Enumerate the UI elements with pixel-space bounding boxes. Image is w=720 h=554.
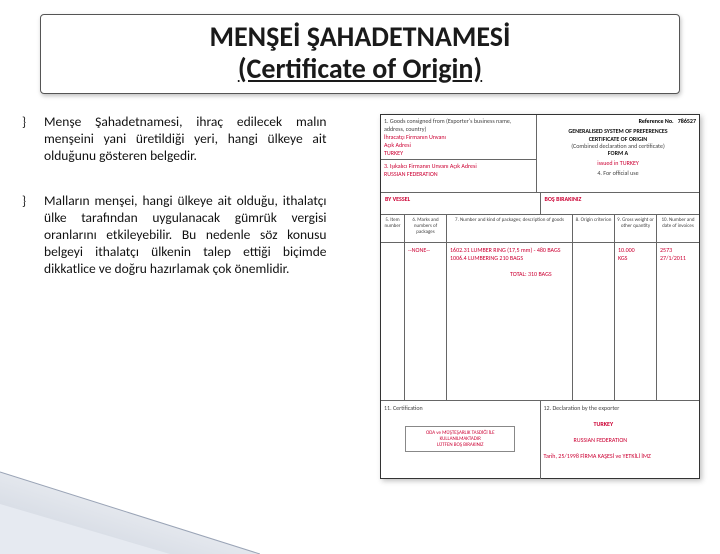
dest-box: BOŞ BIRAKINIZ bbox=[541, 193, 700, 214]
title-box: MENŞEİ ŞAHADETNAMESİ (Certificate of Ori… bbox=[40, 14, 680, 94]
tb-marks: --NONE-- bbox=[405, 243, 447, 400]
reference-number: 786527 bbox=[678, 117, 696, 125]
bullet-mark-2: } bbox=[22, 193, 34, 277]
text-column: } Menşe Şahadetnamesi, ihraç edilecek ma… bbox=[22, 114, 327, 479]
form-top: 1. Goods consigned from (Exporter's busi… bbox=[381, 115, 699, 193]
consignee-label: 3. Işıkalıcı Firmanın Unvanı Açık Adresi bbox=[384, 162, 477, 170]
decl-country: TURKEY bbox=[594, 420, 614, 428]
declaration-box: 12. Declaration by the exporter TURKEY R… bbox=[541, 401, 700, 479]
bullet-mark-1: } bbox=[22, 114, 34, 165]
form-mid: BY VESSEL BOŞ BIRAKINIZ bbox=[381, 193, 699, 215]
inv-1: 2573 bbox=[660, 246, 672, 254]
form-top-left: 1. Goods consigned from (Exporter's busi… bbox=[381, 115, 537, 192]
decl-stamp: Tarih, 25/1998 FİRMA KAŞESİ ve YETKİLİ İ… bbox=[544, 452, 651, 460]
desc-line-2: 1006.4 LUMBERING 210 BAGS bbox=[450, 254, 523, 262]
certificate-form: 1. Goods consigned from (Exporter's busi… bbox=[380, 114, 700, 479]
th-desc: 7. Number and kind of packages; descript… bbox=[447, 215, 573, 242]
exporter-label: 1. Goods consigned from (Exporter's busi… bbox=[384, 117, 511, 133]
tb-item bbox=[381, 243, 405, 400]
stamp-line-3: LÜTFEN BOŞ BIRAKINIZ bbox=[437, 442, 483, 448]
exporter-line-2: Açık Adresi bbox=[384, 141, 411, 149]
th-invoice: 10. Number and date of invoices bbox=[657, 215, 699, 242]
tb-origin bbox=[573, 243, 615, 400]
reference-label: Reference No. bbox=[639, 117, 674, 125]
th-marks: 6. Marks and numbers of packages bbox=[405, 215, 447, 242]
transport-box: BY VESSEL bbox=[381, 193, 541, 214]
decl-label: 12. Declaration by the exporter bbox=[544, 404, 620, 412]
tb-invoice: 2573 27/1/2011 bbox=[657, 243, 699, 400]
consignee-box: 3. Işıkalıcı Firmanın Unvanı Açık Adresi… bbox=[381, 160, 537, 192]
table-header: 5. Item number 6. Marks and numbers of p… bbox=[381, 215, 699, 243]
gsp-title: GENERALISED SYSTEM OF PREFERENCES CERTIF… bbox=[540, 128, 696, 177]
qty-1: 10.000 bbox=[618, 246, 635, 254]
bullet-2: } Malların menşei, hangi ülkeye ait oldu… bbox=[22, 193, 327, 277]
th-origin: 8. Origin criterion bbox=[573, 215, 615, 242]
tb-desc: 1602.31 LUMBER RING (17,5 mm) - 480 BAGS… bbox=[447, 243, 573, 400]
tb-weight: 10.000 KGS bbox=[615, 243, 657, 400]
desc-line-1: 1602.31 LUMBER RING (17,5 mm) - 480 BAGS bbox=[450, 246, 561, 254]
exporter-line-1: İhracatçı Firmanın Unvanı bbox=[384, 133, 446, 141]
desc-total: TOTAL: 310 BAGS bbox=[510, 270, 552, 278]
content-row: } Menşe Şahadetnamesi, ihraç edilecek ma… bbox=[0, 114, 720, 479]
consignee-line-1: RUSSIAN FEDERATION bbox=[384, 170, 438, 178]
form-column: 1. Goods consigned from (Exporter's busi… bbox=[343, 114, 700, 479]
issued-in: issued in TURKEY bbox=[540, 160, 696, 167]
table-body: --NONE-- 1602.31 LUMBER RING (17,5 mm) -… bbox=[381, 243, 699, 401]
paragraph-1: Menşe Şahadetnamesi, ihraç edilecek malı… bbox=[44, 114, 327, 165]
bullet-1: } Menşe Şahadetnamesi, ihraç edilecek ma… bbox=[22, 114, 327, 165]
box-4-label: 4. For official use bbox=[540, 170, 696, 177]
cert-label: 11. Certification bbox=[384, 404, 423, 412]
th-weight: 9. Gross weight or other quantity bbox=[615, 215, 657, 242]
title-line-2: (Certificate of Origin) bbox=[51, 53, 669, 85]
reference-row: Reference No. 786527 bbox=[540, 117, 696, 125]
qty-2: KGS bbox=[618, 254, 627, 262]
th-item: 5. Item number bbox=[381, 215, 405, 242]
title-line-1: MENŞEİ ŞAHADETNAMESİ bbox=[51, 21, 669, 53]
inv-2: 27/1/2011 bbox=[660, 254, 686, 262]
gsp-line-4: FORM A bbox=[540, 150, 696, 157]
form-bottom: 11. Certification ODA ve MÜŞTEŞARLIK TAS… bbox=[381, 401, 699, 479]
form-top-right: Reference No. 786527 GENERALISED SYSTEM … bbox=[537, 115, 699, 192]
certification-box: 11. Certification ODA ve MÜŞTEŞARLIK TAS… bbox=[381, 401, 541, 479]
stamp-box: ODA ve MÜŞTEŞARLIK TASDİĞİ İLE KULLANILM… bbox=[405, 426, 515, 452]
paragraph-2: Malların menşei, hangi ülkeye ait olduğu… bbox=[44, 193, 327, 277]
exporter-box: 1. Goods consigned from (Exporter's busi… bbox=[381, 115, 537, 160]
exporter-line-3: TURKEY bbox=[384, 149, 403, 157]
decl-sign: RUSSIAN FEDERATION bbox=[574, 436, 628, 444]
